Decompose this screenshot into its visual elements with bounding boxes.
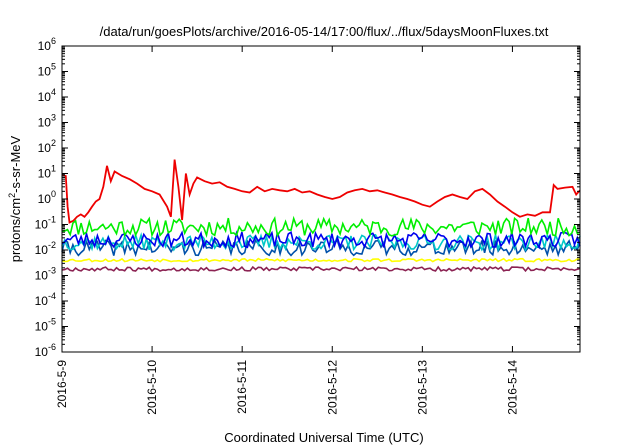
y-tick-label: 10-1 <box>35 215 56 232</box>
series-line-0 <box>61 159 581 224</box>
y-axis-title: protons/cm2-s-sr-MeV <box>7 135 23 262</box>
y-tick-label: 10-4 <box>35 291 56 308</box>
series-line-1 <box>61 215 581 238</box>
y-tick-label: 101 <box>38 164 56 181</box>
y-tick-label: 105 <box>38 62 56 79</box>
y-tick-label: 10-6 <box>35 342 56 359</box>
series-line-6 <box>61 265 581 273</box>
y-tick-label: 10-2 <box>35 240 56 257</box>
x-axis-title: Coordinated Universal Time (UTC) <box>224 430 423 445</box>
y-tick-label: 103 <box>38 113 56 130</box>
y-tick-label: 10-3 <box>35 266 56 283</box>
series-layer <box>61 159 581 273</box>
x-tick-label: 2016-5-12 <box>325 360 339 415</box>
y-tick-label: 10-5 <box>35 317 56 334</box>
y-tick-label: 100 <box>38 189 56 206</box>
x-tick-label: 2016-5-10 <box>145 360 159 415</box>
y-axis-title-rest: -s-sr-MeV <box>8 135 23 192</box>
chart-title: /data/run/goesPlots/archive/2016-05-14/1… <box>100 24 549 39</box>
series-line-3 <box>61 231 581 253</box>
x-tick-label: 2016-5-11 <box>235 360 249 414</box>
series-line-2 <box>61 230 581 250</box>
x-tick-label: 2016-5-13 <box>415 360 429 415</box>
y-axis-title-main: protons/cm <box>8 198 23 262</box>
x-tick-label: 2016-5-9 <box>55 360 69 408</box>
series-line-5 <box>61 257 581 263</box>
y-axis-title-sup: 2 <box>7 193 17 198</box>
plot-frame <box>61 45 581 353</box>
x-tick-label: 2016-5-14 <box>505 360 519 415</box>
y-tick-label: 106 <box>38 36 56 53</box>
y-axis: 10-6 10-5 10-4 10-3 10-2 10-1 100 101 102 103 104 1… <box>35 36 580 359</box>
x-axis: 2016-5-9 2016-5-10 2016-5-11 2016-5-12 2016-… <box>55 46 519 415</box>
y-tick-label: 104 <box>38 87 56 104</box>
y-tick-label: 102 <box>38 138 56 155</box>
